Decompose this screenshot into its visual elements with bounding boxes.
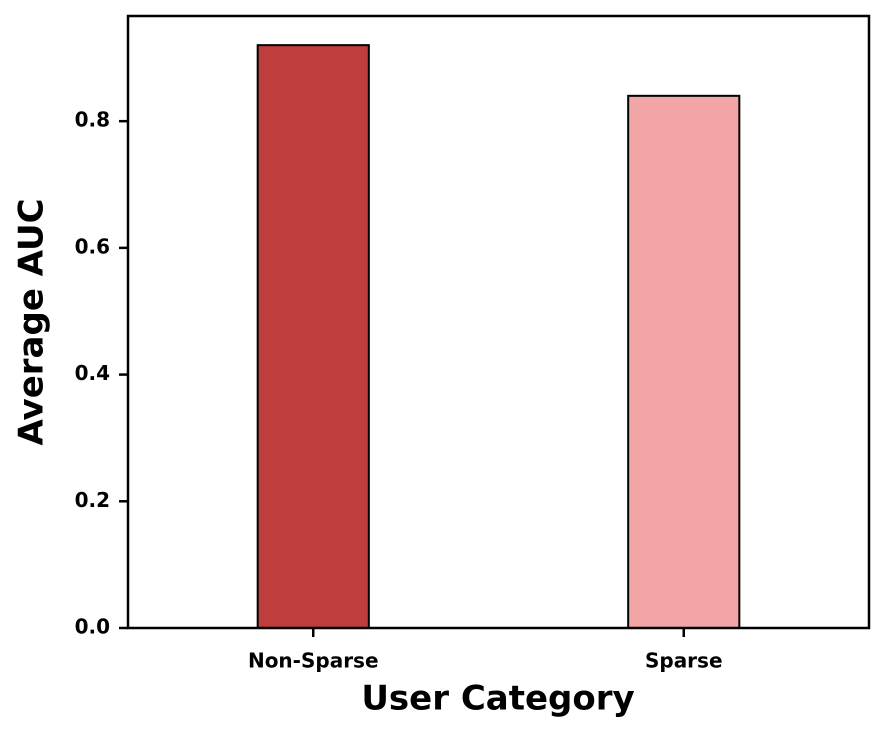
x-axis-label: User Category	[361, 679, 634, 719]
y-tick-label: 0.0	[75, 615, 110, 639]
y-tick-label: 0.6	[75, 234, 110, 258]
x-tick-label: Sparse	[645, 649, 723, 673]
y-axis-label: Average AUC	[12, 198, 52, 445]
bar	[627, 94, 741, 629]
y-tick-label: 0.4	[75, 361, 110, 385]
x-tick-label: Non-Sparse	[248, 649, 379, 673]
y-tick-label: 0.2	[75, 488, 110, 512]
bar	[256, 44, 370, 629]
plot-frame	[126, 14, 871, 630]
y-tick-label: 0.8	[75, 108, 110, 132]
